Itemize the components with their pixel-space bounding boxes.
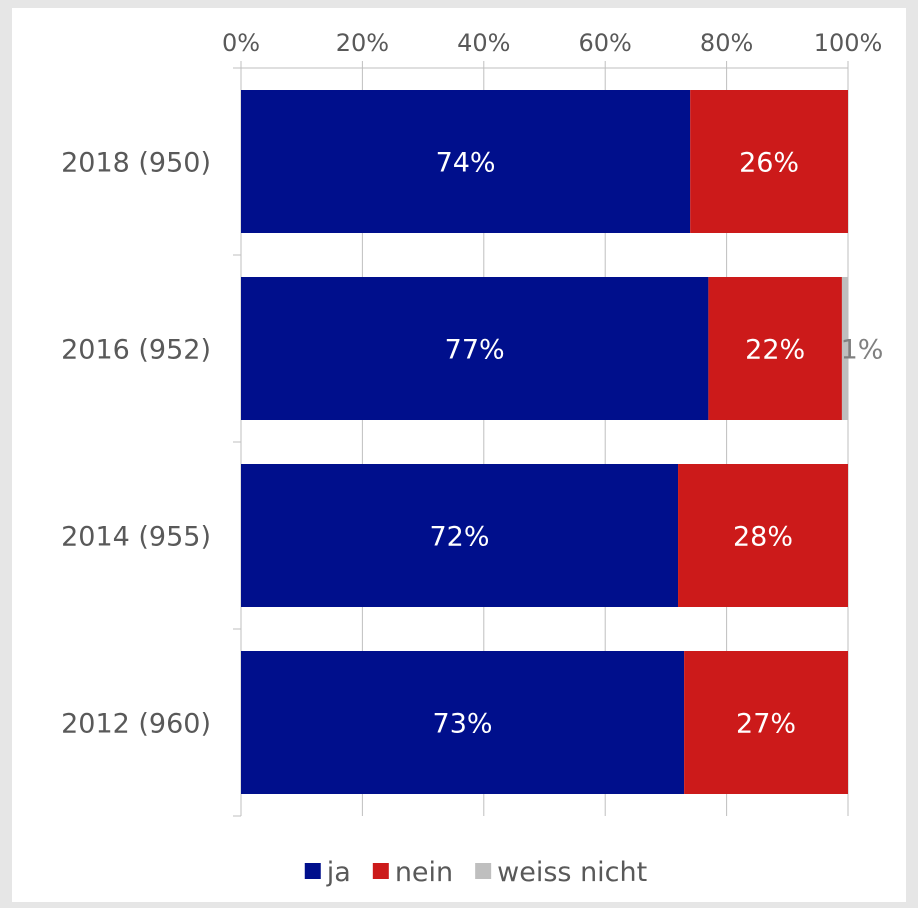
x-axis-tick-labels: 0% 20% 40% 60% 80% 100%: [222, 29, 882, 57]
category-label: 2016 (952): [61, 335, 211, 366]
x-axis-tick-label: 80%: [700, 29, 753, 57]
legend-label: weiss nicht: [497, 857, 647, 888]
data-label: 72%: [430, 522, 490, 553]
legend-swatch: [475, 863, 491, 879]
legend: ja nein weiss nicht: [305, 857, 647, 888]
stacked-bar-chart: 0% 20% 40% 60% 80% 100% 74% 26%77% 22% 1%72% 28%7…: [12, 8, 906, 902]
data-label: 73%: [433, 709, 493, 740]
data-label: 26%: [739, 148, 799, 179]
category-label: 2014 (955): [61, 522, 211, 553]
category-label: 2018 (950): [61, 148, 211, 179]
data-label: 74%: [436, 148, 496, 179]
category-labels: 2018 (950) 2016 (952) 2014 (955) 2012 (960): [61, 148, 211, 740]
data-label: 22%: [745, 335, 805, 366]
x-axis-tick-label: 20%: [336, 29, 389, 57]
data-label: 27%: [736, 709, 796, 740]
x-axis-tick-label: 40%: [457, 29, 510, 57]
x-axis-tick-label: 60%: [579, 29, 632, 57]
chart-panel: 0% 20% 40% 60% 80% 100% 74% 26% 77% 22% 1% 72% 28% 7…: [12, 8, 906, 902]
data-label: 28%: [733, 522, 793, 553]
legend-swatch: [373, 863, 389, 879]
legend-label: nein: [395, 857, 453, 888]
data-label: 77%: [445, 335, 505, 366]
legend-swatch: [305, 863, 321, 879]
data-label: 1%: [841, 335, 884, 366]
x-axis-tick-label: 0%: [222, 29, 260, 57]
category-label: 2012 (960): [61, 709, 211, 740]
bars: 74% 26% 77% 22% 1% 72% 28% 73% 27%: [241, 90, 883, 794]
x-axis-tick-label: 100%: [814, 29, 883, 57]
legend-label: ja: [326, 857, 351, 888]
